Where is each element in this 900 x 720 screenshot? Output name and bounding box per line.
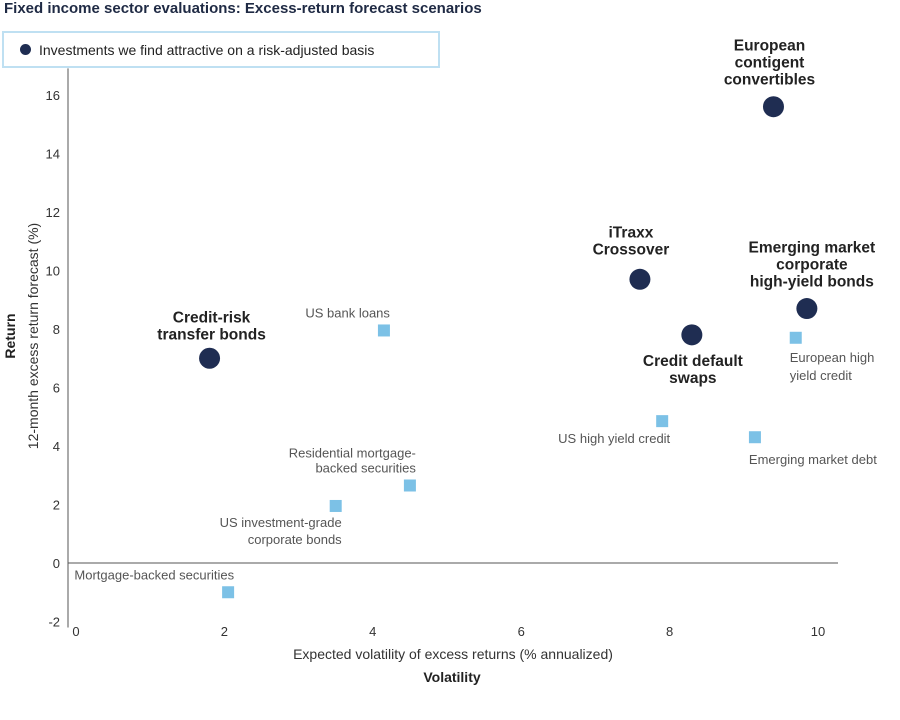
point-label-sector: Mortgage-backed securities (74, 567, 234, 582)
y-tick-label: 12 (46, 205, 60, 220)
point-label-attractive: transfer bonds (157, 326, 266, 343)
y-tick-label: 4 (53, 439, 60, 454)
y-tick-label: 14 (46, 147, 60, 162)
point-label-sector: corporate bonds (248, 532, 342, 547)
x-axis-label: Expected volatility of excess returns (%… (293, 646, 613, 662)
data-point-sector (789, 331, 802, 344)
point-label-attractive: Credit default (643, 353, 743, 370)
y-tick-label: 2 (53, 498, 60, 513)
x-tick-label: 8 (666, 624, 673, 639)
data-point-sector (656, 415, 669, 428)
point-label-attractive: contigent (735, 55, 805, 72)
point-label-attractive: corporate (776, 257, 848, 274)
data-point-attractive (199, 347, 221, 369)
point-label-sector: Emerging market debt (749, 452, 877, 467)
data-point-sector (403, 479, 416, 492)
y-tick-label: 6 (53, 381, 60, 396)
data-point-attractive (796, 298, 818, 320)
data-point-attractive (762, 96, 784, 118)
point-label-sector: US high yield credit (558, 431, 670, 446)
point-label-attractive: iTraxx (609, 224, 654, 241)
y-tick-label: 16 (46, 88, 60, 103)
y-axis-label: 12-month excess return forecast (%) (25, 223, 41, 449)
y-tick-label: 8 (53, 322, 60, 337)
point-label-sector: US investment-grade (220, 515, 342, 530)
data-point-sector (222, 586, 235, 599)
data-point-sector (377, 324, 390, 337)
data-point-sector (329, 499, 342, 512)
x-axis-title: Volatility (423, 669, 481, 685)
x-tick-label: 4 (369, 624, 376, 639)
legend: Investments we find attractive on a risk… (2, 31, 440, 68)
point-label-sector: yield credit (790, 368, 853, 383)
y-tick-label: -2 (48, 615, 60, 630)
data-point-attractive (629, 268, 651, 290)
point-label-attractive: Crossover (593, 241, 670, 258)
y-tick-label: 0 (53, 556, 60, 571)
point-label-sector: backed securities (315, 460, 416, 475)
point-label-attractive: swaps (669, 370, 716, 387)
point-label-attractive: Emerging market (749, 240, 876, 257)
point-label-attractive: European (734, 38, 805, 55)
page-title: Fixed income sector evaluations: Excess-… (4, 0, 482, 17)
point-label-sector: Residential mortgage- (289, 445, 416, 460)
point-label-sector: US bank loans (305, 305, 390, 320)
point-label-attractive: Credit-risk (173, 309, 251, 326)
x-tick-label: 6 (518, 624, 525, 639)
point-label-attractive: high-yield bonds (750, 274, 874, 291)
x-tick-label: 10 (811, 624, 825, 639)
data-point-sector (748, 431, 761, 444)
point-label-attractive: convertibles (724, 72, 815, 89)
legend-marker-circle (20, 44, 31, 55)
y-tick-label: 10 (46, 264, 60, 279)
x-tick-label: 2 (221, 624, 228, 639)
y-axis-title: Return (2, 313, 18, 358)
x-tick-label: 0 (72, 624, 79, 639)
legend-label: Investments we find attractive on a risk… (39, 42, 375, 58)
data-point-attractive (681, 324, 703, 346)
point-label-sector: European high (790, 350, 875, 365)
